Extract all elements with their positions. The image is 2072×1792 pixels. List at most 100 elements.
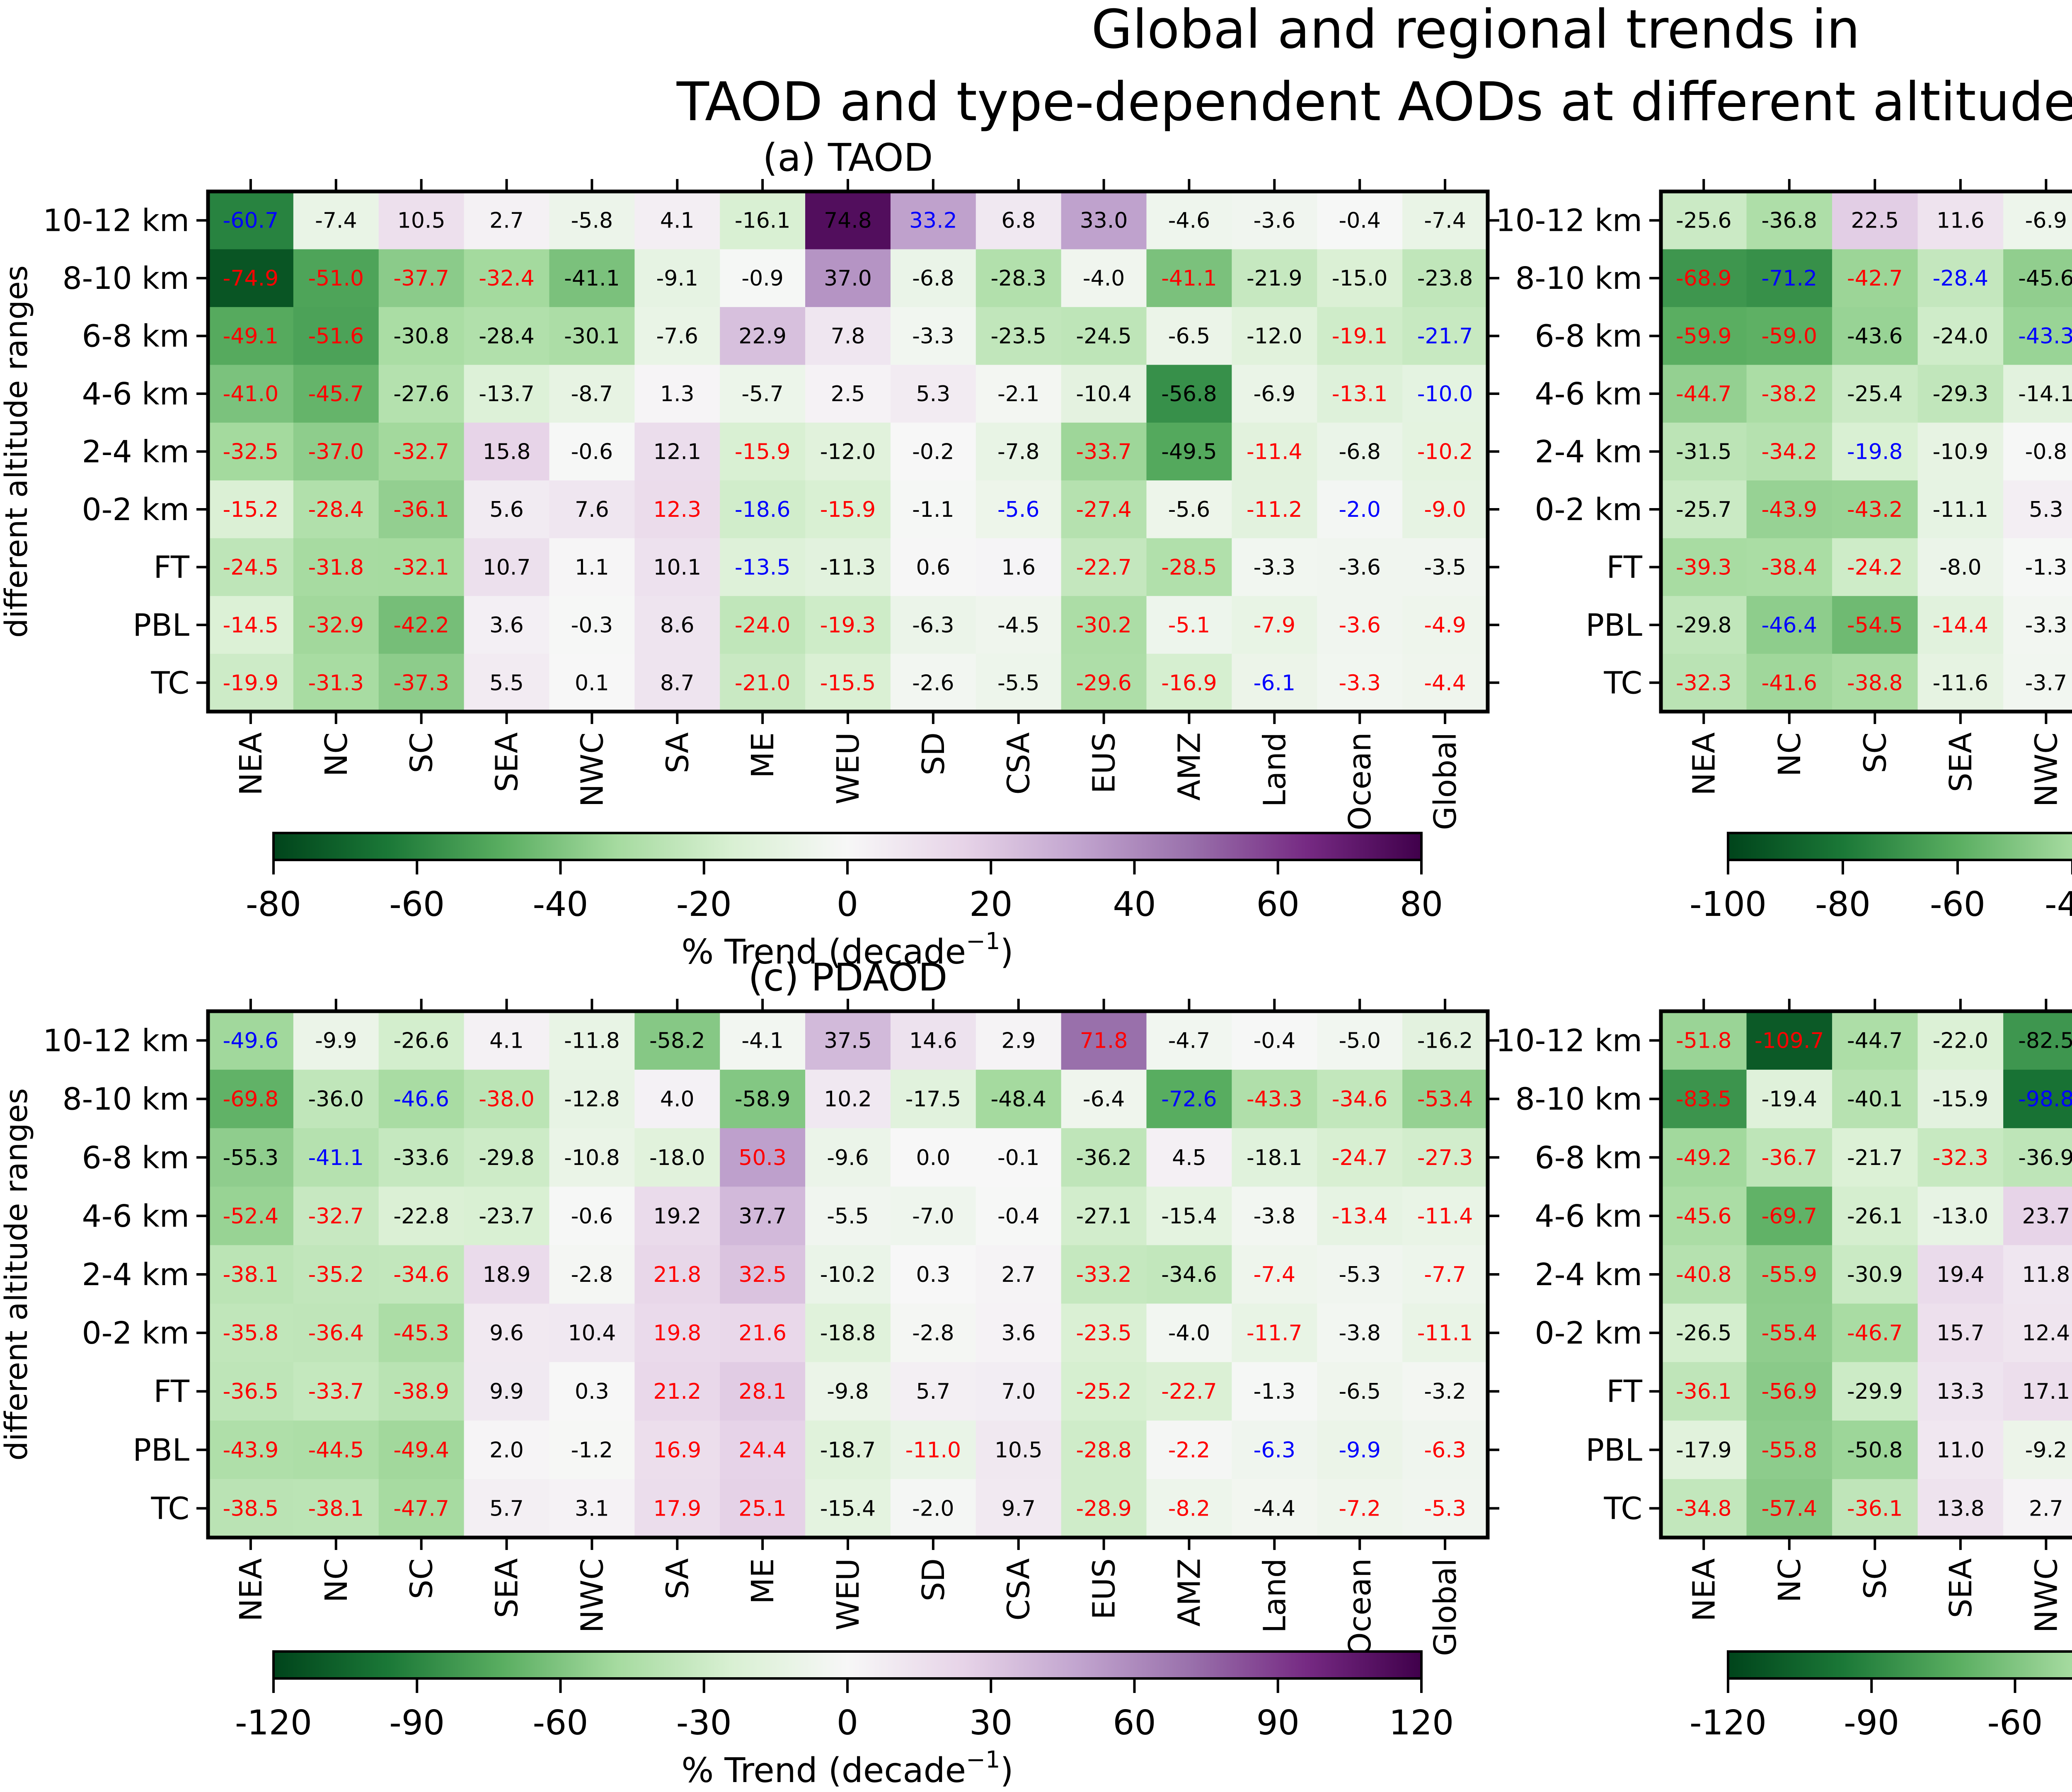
cell-value: -43.6 (1847, 324, 1903, 349)
cell-value: -28.4 (1933, 266, 1989, 291)
colorbar-label: % Trend (decade−1) (681, 1746, 1013, 1790)
heatmap-cell (2003, 191, 2072, 250)
heatmap-cell (378, 249, 465, 308)
cell-value: -54.5 (1847, 613, 1903, 638)
heatmap-cell (1917, 596, 2004, 654)
heatmap-cell (1746, 1187, 1832, 1246)
panel-d: (d) SAOD-51.8-109.7-44.7-22.0-82.5-44.0-… (1496, 999, 2072, 1743)
cell-value: -4.7 (1168, 1029, 1210, 1053)
cell-value: -38.4 (1762, 555, 1818, 580)
colorbar-tick-label: 30 (969, 1703, 1012, 1743)
y-tick-label: 6-8 km (1535, 319, 1642, 354)
heatmap-cell (1746, 1479, 1832, 1538)
heatmap-cell (1317, 1479, 1403, 1538)
cell-value: -4.1 (741, 1029, 783, 1053)
cell-value: -2.0 (1339, 497, 1380, 522)
heatmap-cell (720, 596, 806, 654)
heatmap-cell (1746, 538, 1832, 596)
cell-value: 10.7 (483, 555, 531, 580)
cell-value: -10.8 (564, 1145, 620, 1170)
heatmap-cell (1232, 596, 1318, 654)
heatmap-cell (1402, 1362, 1488, 1421)
x-tick-label: NEA (233, 732, 269, 796)
heatmap-cell (1832, 422, 1918, 481)
heatmap-cell (2003, 307, 2072, 366)
cell-value: -49.6 (223, 1029, 279, 1053)
heatmap-cell (208, 1303, 294, 1363)
cell-value: -5.3 (1339, 1262, 1380, 1287)
heatmap-cell (208, 1245, 294, 1304)
cell-value: -26.5 (1676, 1321, 1732, 1346)
cell-value: -6.4 (1083, 1087, 1125, 1112)
cell-value: -34.8 (1676, 1496, 1732, 1521)
cell-value: -3.8 (1339, 1321, 1380, 1346)
cell-value: -0.2 (912, 440, 954, 465)
heatmap-cell (549, 480, 635, 539)
heatmap-cell (1402, 1303, 1488, 1363)
heatmap-cell (464, 1362, 550, 1421)
heatmap-cell (1832, 1128, 1918, 1187)
colorbar-tick-label: -40 (2045, 885, 2072, 924)
cell-value: -33.7 (308, 1379, 364, 1404)
cell-value: -38.5 (223, 1496, 279, 1521)
y-tick-label: 8-10 km (1515, 1082, 1642, 1117)
heatmap-cell (805, 1303, 891, 1363)
cell-value: 11.6 (1936, 208, 1985, 233)
heatmap-cell (1232, 422, 1318, 481)
heatmap-cell (1917, 422, 2004, 481)
cell-value: -5.5 (997, 671, 1039, 695)
colorbar (1727, 1650, 2072, 1680)
heatmap-cell (720, 1303, 806, 1363)
heatmap-cell (805, 1420, 891, 1480)
heatmap-cell (1146, 596, 1232, 654)
cell-value: 7.8 (831, 324, 865, 349)
heatmap-cell (1832, 307, 1918, 366)
cell-value: -41.1 (564, 266, 620, 291)
heatmap-cell (890, 1420, 976, 1480)
x-tick-label: WEU (830, 1558, 866, 1630)
colorbar-tick-label: 80 (1400, 885, 1443, 924)
heatmap-cell (890, 191, 976, 250)
heatmap-cell (720, 480, 806, 539)
y-axis-label: different altitude ranges (0, 1088, 34, 1461)
heatmap-cell (890, 1245, 976, 1304)
heatmap-cell (293, 1245, 379, 1304)
cell-value: -5.7 (741, 382, 783, 407)
cell-value: -18.8 (820, 1321, 876, 1346)
cell-value: -2.0 (912, 1496, 954, 1521)
cell-value: 5.3 (916, 382, 951, 407)
heatmap-cell (1402, 365, 1488, 423)
heatmap-cell (975, 1362, 1062, 1421)
cell-value: -25.7 (1676, 497, 1732, 522)
cell-value: -29.3 (1933, 382, 1989, 407)
heatmap-cell (720, 191, 806, 250)
cell-value: 9.9 (489, 1379, 524, 1404)
cell-value: -32.3 (1676, 671, 1732, 695)
heatmap-cell (634, 480, 720, 539)
heatmap-cell (805, 480, 891, 539)
heatmap-cell (634, 1420, 720, 1480)
y-tick-label: FT (154, 550, 190, 585)
cell-value: -36.0 (308, 1087, 364, 1112)
heatmap-cell (1917, 1245, 2004, 1304)
heatmap-cell (1917, 538, 2004, 596)
y-tick-label: 0-2 km (82, 1315, 189, 1351)
cell-value: -8.7 (571, 382, 613, 407)
heatmap-cell (1317, 249, 1403, 308)
cell-value: -34.6 (393, 1262, 449, 1287)
heatmap-cell (720, 1245, 806, 1304)
heatmap-cell (293, 1128, 379, 1187)
x-tick-label: AMZ (1172, 1558, 1207, 1627)
heatmap-cell (208, 1420, 294, 1480)
y-tick-label: FT (1607, 1374, 1643, 1409)
heatmap-cell (1917, 1420, 2004, 1480)
cell-value: -3.6 (1339, 555, 1380, 580)
cell-value: -56.9 (1762, 1379, 1818, 1404)
heatmap-cell (1661, 1479, 1747, 1538)
heatmap-cell (1146, 1362, 1232, 1421)
heatmap-cell (378, 480, 465, 539)
cell-value: -6.3 (1254, 1438, 1295, 1463)
x-tick-label: NEA (1686, 732, 1722, 796)
cell-value: -39.3 (1676, 555, 1732, 580)
heatmap-cell (464, 365, 550, 423)
